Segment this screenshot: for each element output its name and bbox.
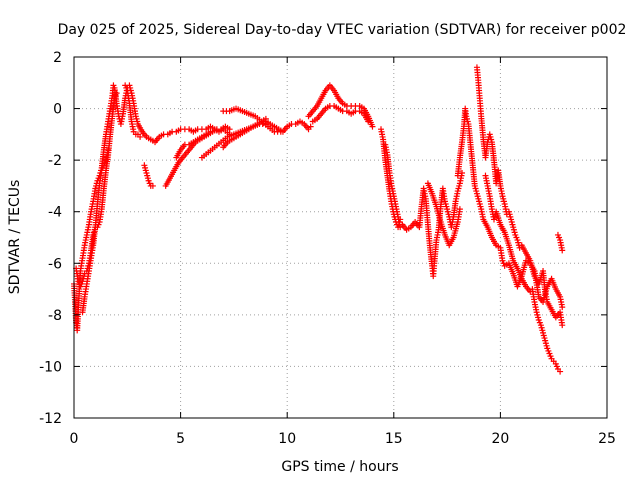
axis-ticks xyxy=(73,56,608,419)
y-tick-labels: -12 -10 -8 -6 -4 -2 0 2 xyxy=(39,50,62,427)
x-tick-labels: 0 5 10 15 20 25 xyxy=(70,431,616,447)
y-tick-label: -6 xyxy=(48,256,62,272)
data-point xyxy=(149,182,156,189)
series-pass-13 xyxy=(309,102,372,125)
series-pass-17 xyxy=(424,180,463,249)
chart-title: Day 025 of 2025, Sidereal Day-to-day VTE… xyxy=(58,22,627,38)
y-tick-label: 2 xyxy=(53,50,62,66)
y-tick-label: -8 xyxy=(48,308,62,324)
x-axis-label: GPS time / hours xyxy=(281,459,398,475)
data-point xyxy=(559,247,566,254)
series-pass-18 xyxy=(454,105,566,311)
series-pass-19 xyxy=(473,64,566,329)
series-pass-5 xyxy=(141,162,156,189)
x-tick-label: 15 xyxy=(385,431,403,447)
data-point xyxy=(113,90,120,97)
series-pass-1 xyxy=(71,82,233,334)
grid-lines xyxy=(74,57,607,418)
data-point xyxy=(307,123,314,130)
data-point xyxy=(557,368,564,375)
x-tick-label: 5 xyxy=(176,431,185,447)
series-pass-15 xyxy=(382,141,406,231)
x-tick-label: 10 xyxy=(278,431,296,447)
x-tick-label: 25 xyxy=(598,431,616,447)
y-tick-label: -2 xyxy=(48,153,62,169)
x-tick-label: 20 xyxy=(491,431,509,447)
y-axis-label: SDTVAR / TECUs xyxy=(7,180,23,295)
y-tick-label: -4 xyxy=(48,205,62,221)
plot-frame xyxy=(73,56,608,419)
series-pass-6 xyxy=(162,123,233,189)
series-pass-16 xyxy=(399,170,466,280)
data-point xyxy=(105,146,112,153)
series-pass-22 xyxy=(554,231,566,254)
x-tick-label: 0 xyxy=(70,431,79,447)
series-pass-7 xyxy=(173,128,214,161)
data-point xyxy=(559,304,566,311)
data-point xyxy=(365,118,372,125)
data-point xyxy=(369,123,376,130)
data-points xyxy=(71,64,566,375)
y-tick-label: -12 xyxy=(39,411,62,427)
data-point xyxy=(559,322,566,329)
series-pass-12 xyxy=(305,82,376,130)
series-pass-20 xyxy=(482,172,534,295)
data-point xyxy=(207,128,214,135)
series-pass-3 xyxy=(79,146,112,316)
y-tick-label: -10 xyxy=(39,359,62,375)
series-pass-4 xyxy=(122,82,144,140)
series-pass-11 xyxy=(262,118,314,135)
data-point xyxy=(456,206,463,213)
series-pass-21 xyxy=(529,286,564,375)
data-point xyxy=(226,126,233,133)
data-point xyxy=(137,133,144,140)
y-tick-label: 0 xyxy=(53,102,62,118)
